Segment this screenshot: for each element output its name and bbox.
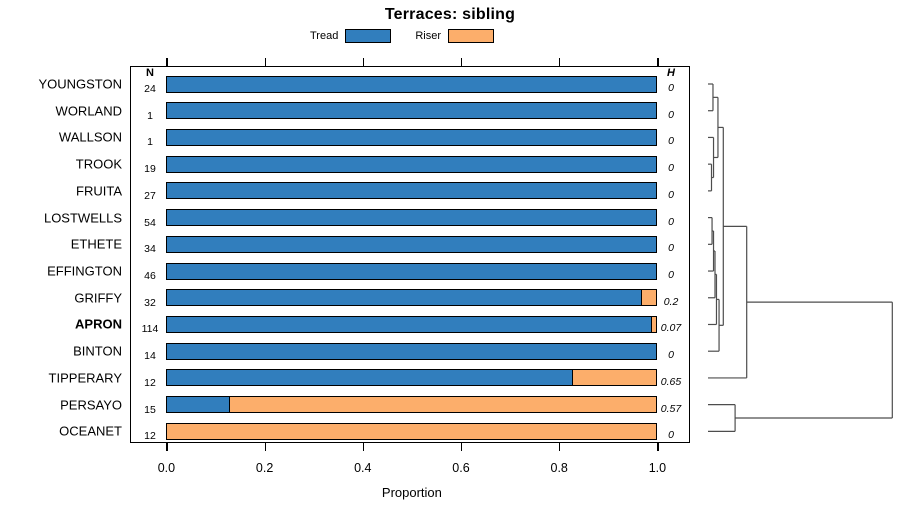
h-value: 0 — [668, 188, 674, 201]
h-value: 0.2 — [663, 295, 679, 308]
row-label: APRON — [75, 316, 122, 332]
n-value: 12 — [144, 430, 156, 443]
n-value: 24 — [144, 83, 156, 95]
tick-top — [657, 57, 659, 66]
legend-swatch-riser — [448, 29, 494, 43]
bar-tread-segment — [166, 75, 658, 93]
row-label: BINTON — [73, 343, 122, 359]
row-label: WORLAND — [55, 103, 122, 119]
legend-item-tread: Tread — [310, 29, 392, 43]
h-value: 0.57 — [660, 402, 682, 415]
row-label: TROOK — [75, 156, 122, 172]
tick-bottom — [166, 443, 168, 451]
bar-tread-segment — [166, 342, 658, 360]
n-value: 1 — [147, 136, 153, 149]
row-label: OCEANET — [59, 423, 122, 439]
h-column-header: H — [667, 67, 675, 79]
n-value: 54 — [144, 216, 156, 229]
n-value: 15 — [144, 403, 156, 416]
n-value: 27 — [144, 189, 156, 202]
row-label: TIPPERARY — [48, 370, 122, 386]
n-value: 114 — [141, 323, 159, 336]
n-value: 34 — [144, 243, 156, 256]
row-label: PERSAYO — [60, 397, 122, 413]
tick-bottom — [657, 443, 659, 451]
h-value: 0 — [668, 215, 674, 228]
bar-riser-segment — [166, 422, 658, 440]
bar-riser-segment — [641, 289, 658, 307]
x-tick-label: 1.0 — [648, 461, 667, 475]
legend-label-riser: Riser — [415, 30, 441, 42]
legend-label-tread: Tread — [310, 30, 339, 42]
h-value: 0 — [668, 242, 674, 255]
bar-tread-segment — [166, 262, 658, 280]
h-value: 0 — [668, 82, 674, 94]
x-axis-label: Proportion — [381, 485, 442, 500]
h-value: 0 — [668, 429, 674, 442]
row-label: YOUNGSTON — [38, 76, 122, 92]
bar-tread-segment — [166, 235, 658, 253]
h-value: 0 — [668, 135, 674, 148]
h-value: 0 — [668, 108, 674, 121]
legend-item-riser: Riser — [415, 29, 494, 43]
row-label: ETHETE — [70, 236, 122, 252]
legend-swatch-tread — [345, 29, 392, 43]
bar-riser-segment — [650, 315, 658, 333]
row-label: FRUITA — [76, 183, 122, 199]
row-label: EFFINGTON — [47, 263, 122, 279]
x-tick-label: 0.6 — [452, 461, 470, 475]
bar-riser-segment — [572, 369, 658, 387]
h-value: 0 — [668, 349, 674, 362]
x-tick-label: 0.0 — [157, 461, 176, 475]
tick-top — [362, 57, 365, 66]
tick-top — [461, 57, 463, 66]
row-label: LOSTWELLS — [43, 210, 122, 226]
bar-riser-segment — [228, 396, 658, 414]
x-tick-label: 0.8 — [550, 461, 568, 475]
h-value: 0.07 — [660, 322, 682, 335]
bar-tread-segment — [166, 128, 658, 146]
n-value: 14 — [144, 350, 156, 363]
h-value: 0 — [668, 269, 674, 282]
tick-bottom — [264, 443, 266, 451]
n-value: 46 — [144, 270, 156, 283]
chart-title: Terraces: sibling — [384, 6, 516, 23]
n-value: 12 — [144, 376, 156, 389]
n-value: 1 — [147, 109, 153, 122]
tick-top — [559, 57, 561, 66]
x-tick-label: 0.2 — [255, 461, 274, 475]
tick-top — [264, 57, 266, 66]
tick-bottom — [461, 443, 463, 451]
row-label: WALLSON — [58, 129, 122, 145]
bar-tread-segment — [166, 155, 658, 173]
tick-bottom — [362, 443, 365, 451]
bar-tread-segment — [166, 102, 658, 120]
row-label: GRIFFY — [74, 290, 122, 306]
n-column-header: N — [146, 67, 154, 79]
n-value: 32 — [144, 296, 156, 309]
tick-bottom — [559, 443, 561, 451]
h-value: 0 — [668, 162, 674, 175]
bar-tread-segment — [166, 209, 658, 227]
legend: Tread Riser — [310, 27, 510, 45]
bar-tread-segment — [166, 182, 658, 200]
h-value: 0.65 — [660, 375, 682, 388]
n-value: 19 — [144, 163, 156, 176]
x-tick-label: 0.4 — [354, 461, 372, 475]
tick-top — [166, 57, 168, 66]
